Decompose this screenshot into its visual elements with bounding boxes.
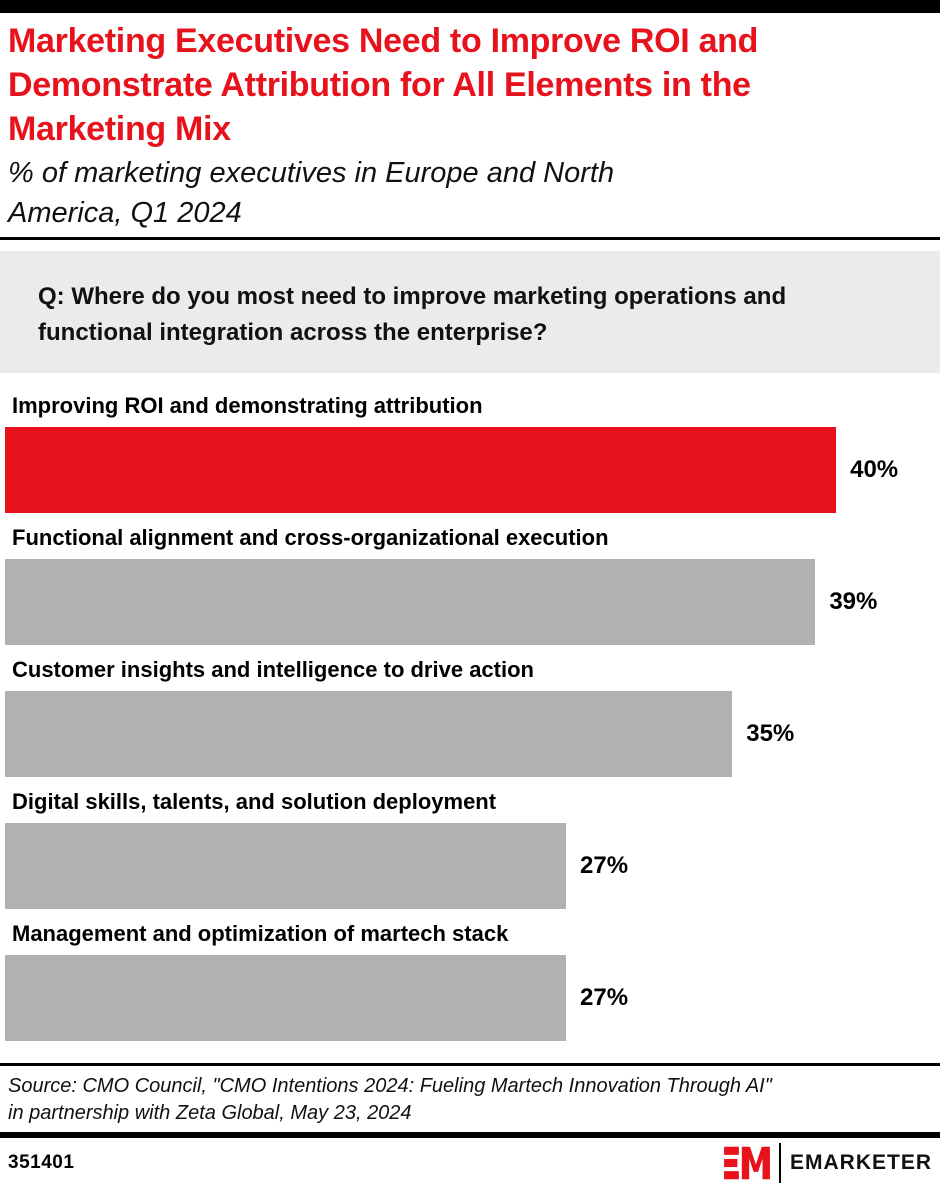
question-box: Q: Where do you most need to improve mar… bbox=[0, 251, 940, 373]
bar-value-label: 27% bbox=[580, 984, 629, 1011]
question-text-line: Q: Where do you most need to improve mar… bbox=[38, 283, 787, 310]
em-monogram-icon bbox=[724, 1146, 770, 1180]
bar-group: Customer insights and intelligence to dr… bbox=[0, 657, 940, 777]
bar bbox=[5, 427, 837, 513]
source-divider bbox=[0, 1063, 940, 1066]
source: Source: CMO Council, "CMO Intentions 202… bbox=[0, 1066, 940, 1127]
bar-group: Functional alignment and cross-organizat… bbox=[0, 525, 940, 645]
chart-title: Marketing Executives Need to Improve ROI… bbox=[8, 19, 932, 151]
bar-track: 27% bbox=[5, 823, 940, 909]
bar-value-label: 27% bbox=[580, 852, 629, 879]
bar-value-label: 35% bbox=[746, 720, 795, 747]
chart-title-line: Marketing Executives Need to Improve ROI… bbox=[8, 22, 759, 60]
bar-group: Improving ROI and demonstrating attribut… bbox=[0, 393, 940, 513]
bar-chart: Improving ROI and demonstrating attribut… bbox=[0, 393, 940, 1041]
top-black-bar bbox=[0, 0, 940, 13]
chart-id: 351401 bbox=[8, 1152, 75, 1173]
chart-title-line: Marketing Mix bbox=[8, 110, 231, 148]
chart-subtitle: % of marketing executives in Europe and … bbox=[8, 153, 932, 233]
question-text-line: functional integration across the enterp… bbox=[38, 319, 548, 346]
bar-label: Functional alignment and cross-organizat… bbox=[12, 525, 609, 550]
bar-track: 39% bbox=[5, 559, 940, 645]
chart-title-line: Demonstrate Attribution for All Elements… bbox=[8, 66, 751, 104]
header: Marketing Executives Need to Improve ROI… bbox=[0, 13, 940, 233]
footer-divider bbox=[0, 1132, 940, 1138]
emarketer-logo: EMARKETER bbox=[724, 1143, 932, 1183]
bar-label: Improving ROI and demonstrating attribut… bbox=[12, 393, 483, 418]
bar bbox=[5, 691, 733, 777]
bar-label: Customer insights and intelligence to dr… bbox=[12, 657, 534, 682]
bar bbox=[5, 559, 816, 645]
bar-group: Digital skills, talents, and solution de… bbox=[0, 789, 940, 909]
chart-subtitle-line: America, Q1 2024 bbox=[8, 197, 242, 229]
bar-group: Management and optimization of martech s… bbox=[0, 921, 940, 1041]
source-text-line: in partnership with Zeta Global, May 23,… bbox=[8, 1102, 412, 1124]
header-divider bbox=[0, 237, 940, 240]
bar-label: Management and optimization of martech s… bbox=[12, 921, 509, 946]
footer: 351401 EMARKETER bbox=[0, 1140, 940, 1186]
chart-subtitle-line: % of marketing executives in Europe and … bbox=[8, 157, 615, 189]
bar-label: Digital skills, talents, and solution de… bbox=[12, 789, 497, 814]
bar bbox=[5, 823, 566, 909]
logo-divider bbox=[778, 1143, 781, 1183]
bar-track: 27% bbox=[5, 955, 940, 1041]
bar bbox=[5, 955, 566, 1041]
bar-track: 40% bbox=[5, 427, 940, 513]
bar-value-label: 39% bbox=[829, 588, 878, 615]
bar-value-label: 40% bbox=[850, 456, 899, 483]
source-text-line: Source: CMO Council, "CMO Intentions 202… bbox=[8, 1075, 772, 1097]
bar-track: 35% bbox=[5, 691, 940, 777]
brand-name: EMARKETER bbox=[789, 1151, 932, 1174]
